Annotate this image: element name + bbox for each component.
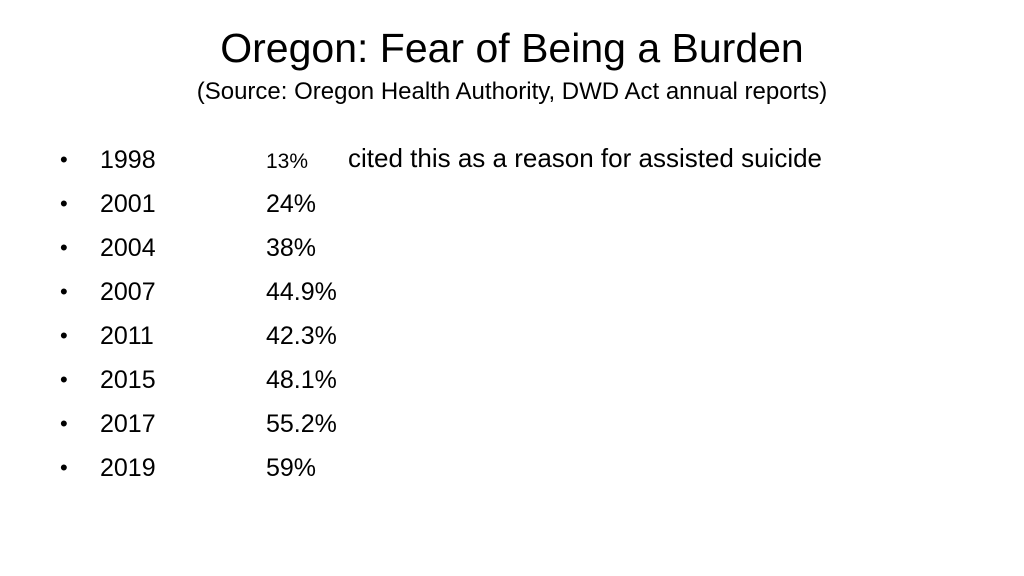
- year: 2015: [100, 365, 156, 394]
- bullet: •: [60, 279, 68, 304]
- percent: 42.3%: [266, 321, 337, 350]
- subtitle: (Source: Oregon Health Authority, DWD Ac…: [196, 78, 828, 105]
- note: cited this as a reason for assisted suic…: [348, 143, 823, 173]
- bullet: •: [60, 455, 68, 480]
- bullet: •: [60, 411, 68, 436]
- percent: 59%: [266, 453, 317, 482]
- bullet: •: [60, 367, 68, 392]
- title: Oregon: Fear of Being a Burden: [220, 25, 804, 71]
- year: 2007: [100, 277, 156, 306]
- bullet: •: [60, 323, 68, 348]
- year: 1998: [100, 145, 156, 174]
- percent: 48.1%: [266, 365, 337, 394]
- percent: 13%: [266, 149, 309, 173]
- percent: 38%: [266, 233, 317, 262]
- percent: 24%: [266, 189, 317, 218]
- bullet: •: [60, 147, 68, 172]
- percent: 44.9%: [266, 277, 337, 306]
- year: 2001: [100, 189, 156, 218]
- year: 2004: [100, 233, 156, 262]
- year: 2011: [100, 321, 154, 350]
- bullet: •: [60, 235, 68, 260]
- percent: 55.2%: [266, 409, 337, 438]
- year: 2017: [100, 409, 156, 438]
- year: 2019: [100, 453, 156, 482]
- bullet: •: [60, 191, 68, 216]
